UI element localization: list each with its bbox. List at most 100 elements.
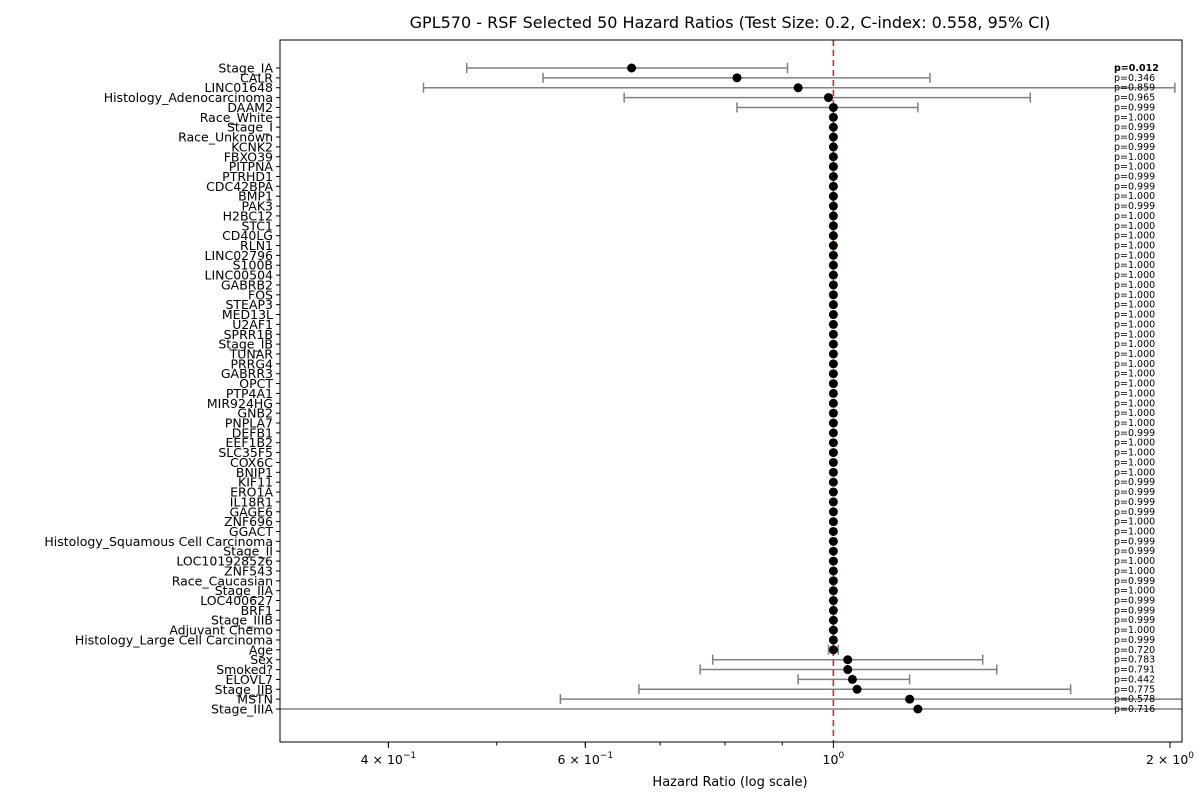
y-tick-label: GNB2 — [237, 406, 273, 421]
hazard-ratio-point — [828, 349, 838, 359]
hazard-ratio-point — [793, 83, 803, 93]
hazard-ratio-point — [828, 526, 838, 536]
p-value-label: p=0.012 — [1114, 63, 1159, 74]
y-tick-label: ZNF543 — [224, 563, 273, 578]
y-tick-label: CD40LG — [222, 228, 273, 243]
hazard-ratio-point — [847, 674, 857, 684]
hazard-ratio-point — [828, 388, 838, 398]
hazard-ratio-point — [828, 280, 838, 290]
p-value-label: p=1.000 — [1114, 359, 1155, 370]
hazard-ratio-point — [828, 645, 838, 655]
p-value-label: p=0.716 — [1114, 704, 1155, 715]
p-value-label: p=0.999 — [1114, 171, 1155, 182]
p-value-label: p=0.999 — [1114, 576, 1155, 587]
y-tick-label: LINC01648 — [205, 80, 274, 95]
y-tick-label: Stage_II — [223, 544, 273, 559]
chart-title: GPL570 - RSF Selected 50 Hazard Ratios (… — [410, 13, 1051, 32]
hazard-ratio-point — [828, 408, 838, 418]
p-value-label: p=0.442 — [1114, 674, 1155, 685]
p-value-label: p=0.999 — [1114, 102, 1155, 113]
p-value-label: p=1.000 — [1114, 250, 1155, 261]
hazard-ratio-point — [627, 63, 637, 73]
y-tick-label: CDC42BPA — [206, 179, 273, 194]
p-value-label: p=1.000 — [1114, 438, 1155, 449]
p-value-label: p=0.791 — [1114, 665, 1155, 676]
p-value-label: p=1.000 — [1114, 349, 1155, 360]
y-tick-label: FBXO39 — [224, 149, 273, 164]
p-value-label: p=1.000 — [1114, 310, 1155, 321]
p-value-label: p=0.999 — [1114, 201, 1155, 212]
p-value-label: p=0.720 — [1114, 645, 1155, 656]
p-value-label: p=0.999 — [1114, 596, 1155, 607]
p-value-label: p=1.000 — [1114, 280, 1155, 291]
ci-layer — [280, 63, 1182, 710]
y-tick-label: MIR924HG — [207, 396, 273, 411]
hazard-ratio-point — [828, 171, 838, 181]
p-value-label: p=0.999 — [1114, 635, 1155, 646]
y-tick-label: PNPLA7 — [225, 416, 273, 431]
y-tick-label: ZNF696 — [224, 514, 273, 529]
hazard-ratio-point — [828, 625, 838, 635]
hazard-ratio-point — [828, 566, 838, 576]
p-value-label: p=1.000 — [1114, 319, 1155, 330]
y-tick-label: Histology_Squamous Cell Carcinoma — [44, 534, 273, 549]
y-tick-label: LINC02796 — [205, 248, 274, 263]
y-axis-labels: Stage_IACALRLINC01648Histology_Adenocarc… — [44, 61, 280, 717]
y-tick-label: Histology_Large Cell Carcinoma — [75, 632, 273, 647]
hazard-ratio-point — [828, 596, 838, 606]
hazard-ratio-point — [828, 339, 838, 349]
p-value-label: p=1.000 — [1114, 467, 1155, 478]
hazard-ratio-point — [828, 487, 838, 497]
hazard-ratio-point — [828, 152, 838, 162]
y-tick-label: U2AF1 — [232, 317, 273, 332]
x-tick-label: 6 × 10−1 — [558, 751, 614, 767]
y-tick-label: PTRHD1 — [222, 169, 273, 184]
hazard-ratio-point — [828, 260, 838, 270]
p-value-label: p=0.999 — [1114, 497, 1155, 508]
y-tick-label: KCNK2 — [231, 139, 273, 154]
y-tick-label: PTP4A1 — [226, 386, 273, 401]
y-tick-label: BMP1 — [238, 189, 273, 204]
hazard-ratio-point — [828, 457, 838, 467]
p-value-label: p=1.000 — [1114, 221, 1155, 232]
hazard-ratio-point — [843, 655, 853, 665]
y-tick-label: H2BC12 — [223, 208, 273, 223]
y-tick-label: ERO1A — [230, 485, 273, 500]
p-value-label: p=0.965 — [1114, 93, 1155, 104]
hazard-ratio-point — [828, 122, 838, 132]
hazard-ratio-point — [828, 379, 838, 389]
hazard-ratio-point — [828, 398, 838, 408]
p-value-label: p=1.000 — [1114, 270, 1155, 281]
y-tick-label: KIF11 — [238, 475, 273, 490]
y-tick-label: Sex — [250, 652, 273, 667]
hazard-ratio-point — [905, 694, 915, 704]
y-tick-label: STC1 — [241, 218, 273, 233]
y-tick-label: PRRG4 — [230, 356, 273, 371]
y-tick-label: GABRB2 — [221, 277, 273, 292]
hazard-ratio-point — [828, 201, 838, 211]
y-tick-label: STEAP3 — [225, 297, 273, 312]
p-value-label: p=1.000 — [1114, 329, 1155, 340]
hazard-ratio-point — [828, 181, 838, 191]
p-value-labels: p=0.012p=0.346p=0.859p=0.965p=0.999p=1.0… — [1114, 63, 1159, 715]
hazard-ratio-point — [843, 665, 853, 675]
hazard-ratio-point — [828, 319, 838, 329]
hazard-ratio-point — [828, 310, 838, 320]
y-tick-label: Race_White — [200, 110, 274, 125]
p-value-label: p=1.000 — [1114, 418, 1155, 429]
y-tick-label: LINC00504 — [205, 268, 274, 283]
y-tick-label: GAGE6 — [229, 504, 273, 519]
x-axis-label: Hazard Ratio (log scale) — [652, 775, 807, 790]
hazard-ratio-point — [828, 102, 838, 112]
p-value-label: p=0.578 — [1114, 694, 1155, 705]
y-tick-label: Stage_IIB — [215, 682, 273, 697]
y-tick-label: BRF1 — [241, 603, 273, 618]
p-value-label: p=1.000 — [1114, 369, 1155, 380]
hazard-ratio-point — [828, 250, 838, 260]
p-value-label: p=1.000 — [1114, 241, 1155, 252]
p-value-label: p=1.000 — [1114, 517, 1155, 528]
p-value-label: p=1.000 — [1114, 260, 1155, 271]
y-tick-label: S100B — [233, 258, 273, 273]
point-layer — [627, 63, 923, 714]
